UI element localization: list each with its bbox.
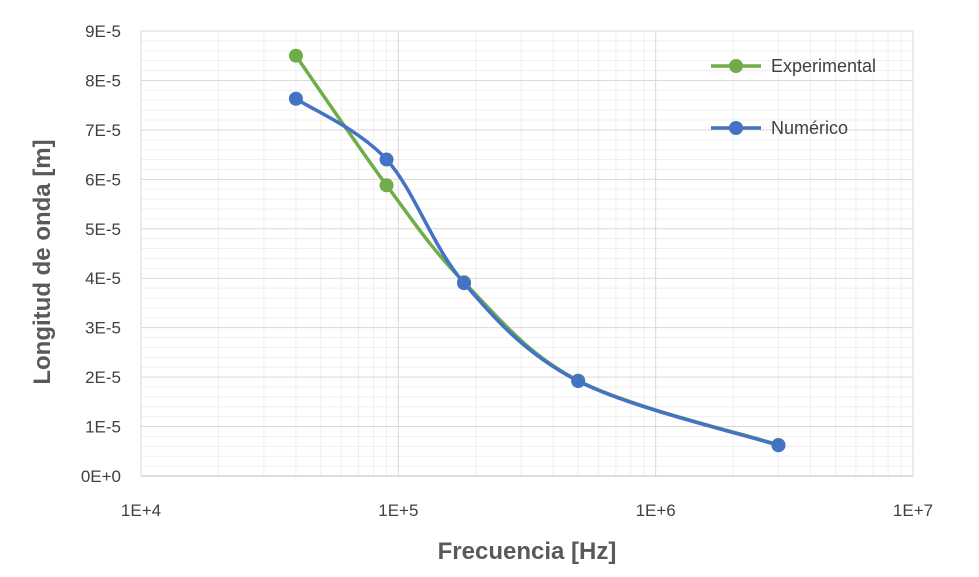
y-tick-label: 9E-5: [85, 22, 121, 41]
data-point-numerico: [571, 374, 586, 389]
minor-gridlines: [141, 31, 913, 476]
y-tick-label: 3E-5: [85, 319, 121, 338]
legend-label-numerico: Numérico: [771, 118, 848, 138]
y-tick-label: 5E-5: [85, 220, 121, 239]
x-tick-label: 1E+6: [636, 501, 676, 520]
legend-marker-experimental: [729, 59, 743, 73]
legend: Experimental Numérico: [711, 56, 876, 138]
data-point-experimental: [288, 48, 303, 63]
x-tick-label: 1E+5: [378, 501, 418, 520]
legend-marker-numerico: [729, 121, 743, 135]
major-gridlines: [140, 30, 914, 477]
data-point-numerico: [288, 91, 303, 106]
tick-labels: 0E+0 1E-5 2E-5 3E-5 4E-5 5E-5 6E-5 7E-5 8E-5 9E-5…: [81, 22, 933, 520]
x-axis-title: Frecuencia [Hz]: [438, 538, 617, 565]
y-tick-label: 7E-5: [85, 121, 121, 140]
y-tick-label: 8E-5: [85, 71, 121, 90]
series-layer: [288, 48, 786, 453]
series-line-experimental: [294, 53, 781, 447]
data-point-numerico: [457, 276, 472, 291]
y-tick-label: 0E+0: [81, 467, 121, 486]
data-point-numerico: [771, 438, 786, 453]
legend-label-experimental: Experimental: [771, 56, 876, 76]
y-tick-label: 6E-5: [85, 170, 121, 189]
x-tick-label: 1E+4: [121, 501, 161, 520]
y-axis-title: Longitud de onda [m]: [29, 139, 56, 384]
y-tick-label: 1E-5: [85, 418, 121, 437]
data-point-experimental: [379, 178, 394, 193]
data-point-numerico: [379, 152, 394, 167]
y-tick-label: 2E-5: [85, 368, 121, 387]
series-line-numerico: [294, 96, 781, 448]
x-tick-label: 1E+7: [893, 501, 933, 520]
y-tick-label: 4E-5: [85, 269, 121, 288]
